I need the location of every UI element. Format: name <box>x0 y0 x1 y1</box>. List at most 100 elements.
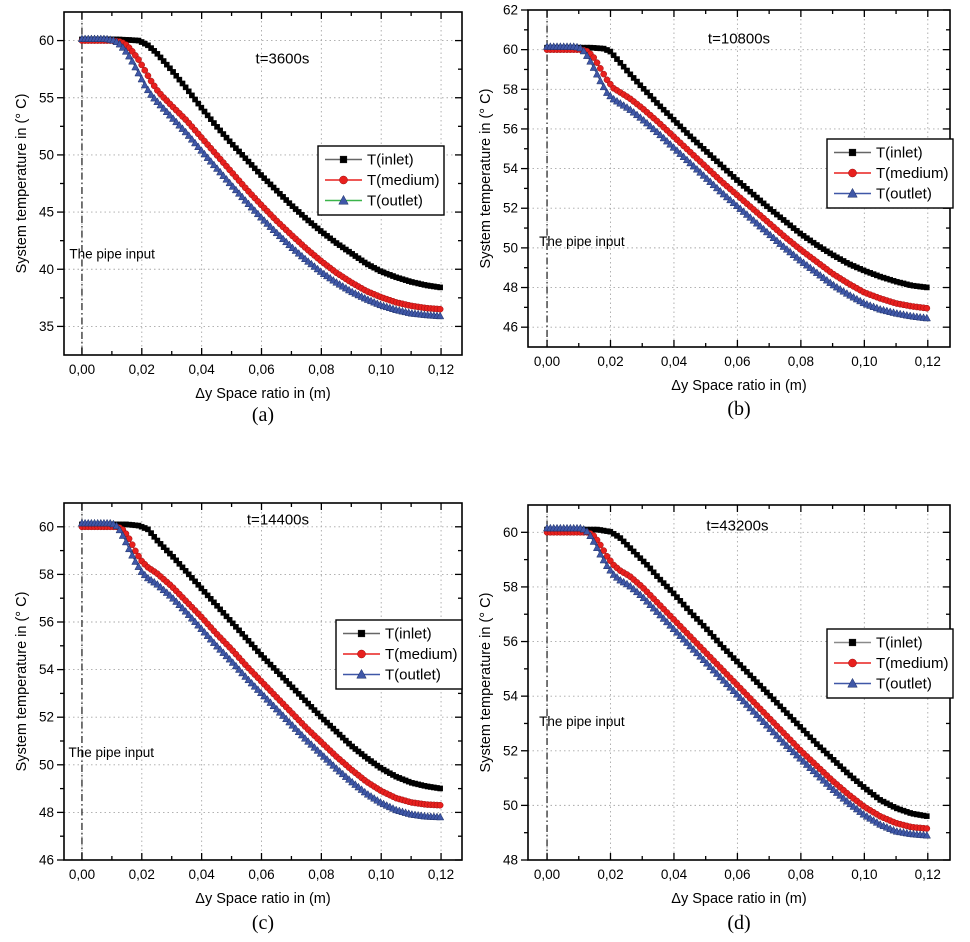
data-point-circle <box>923 304 931 312</box>
data-point-square <box>647 93 654 99</box>
legend: T(inlet) T(medium) T(outlet) <box>335 619 463 690</box>
data-point-square <box>667 113 674 120</box>
data-point-square <box>704 149 710 155</box>
data-point-square <box>248 641 255 648</box>
data-point-triangle <box>175 600 184 609</box>
data-point-triangle <box>338 194 349 205</box>
data-point-square <box>804 730 810 737</box>
data-point-square <box>258 172 264 178</box>
data-point-square <box>697 142 704 149</box>
data-point-square <box>277 190 283 197</box>
data-point-triangle <box>125 51 134 60</box>
y-tick-label: 50 <box>39 757 54 772</box>
data-point-triangle <box>732 201 741 209</box>
data-point-triangle <box>191 617 200 625</box>
data-point-triangle <box>436 812 445 821</box>
data-point-square <box>145 526 151 533</box>
data-point-triangle <box>294 727 303 736</box>
data-point-square <box>283 678 289 684</box>
data-point-triangle <box>247 202 256 211</box>
data-point-square <box>148 530 154 536</box>
data-point-square <box>295 691 302 697</box>
data-point-triangle <box>632 587 642 596</box>
data-point-square <box>289 203 296 209</box>
data-point-square <box>179 80 186 87</box>
data-point-square <box>827 753 834 760</box>
data-point-square <box>700 622 707 629</box>
data-point-triangle <box>666 139 675 148</box>
data-point-square <box>617 535 624 541</box>
data-point-triangle <box>839 793 848 802</box>
data-point-square <box>185 571 192 578</box>
data-point-triangle <box>729 686 738 694</box>
data-point-triangle <box>241 672 250 680</box>
data-point-triangle <box>739 696 748 705</box>
data-point-square <box>807 734 814 741</box>
data-point-triangle <box>672 146 682 154</box>
data-point-triangle <box>706 662 715 670</box>
data-point-triangle <box>200 149 209 158</box>
data-point-triangle <box>169 114 178 122</box>
data-point-triangle <box>742 700 751 708</box>
data-point-square <box>233 624 239 630</box>
data-point-square <box>657 576 664 583</box>
data-point-triangle <box>649 124 658 133</box>
data-point-square <box>750 191 757 198</box>
data-point-triangle <box>134 68 143 77</box>
data-point-square <box>700 146 707 152</box>
data-point-square <box>233 145 239 151</box>
data-point-square <box>697 619 704 626</box>
data-point-square <box>834 760 840 766</box>
data-point-square <box>317 713 324 720</box>
data-point-triangle <box>582 527 592 535</box>
data-point-triangle <box>599 555 608 564</box>
x-tick-label: 0,00 <box>69 362 95 377</box>
data-point-triangle <box>118 43 127 51</box>
data-point-square <box>750 675 757 682</box>
y-tick-label: 50 <box>503 798 518 813</box>
data-point-square <box>157 54 164 61</box>
legend-entry-medium: T(medium) <box>834 655 949 672</box>
data-point-triangle <box>115 39 124 48</box>
panel-a: 0,00 0,02 0,04 0,06 0,08 0,10 0,12 35 40 45 50 55 60… <box>14 11 463 402</box>
y-axis-label: System temperature in (° C) <box>478 89 494 269</box>
data-point-triangle <box>626 581 635 590</box>
legend: T(inlet) T(medium) T(outlet) <box>826 138 954 209</box>
pipe-input-annotation: The pipe input <box>68 745 154 760</box>
x-tick-label: 0,06 <box>248 867 274 882</box>
x-axis-label: Δy Space ratio in (m) <box>671 378 806 394</box>
data-point-square <box>251 165 258 172</box>
data-point-triangle <box>260 691 269 700</box>
data-point-triangle <box>789 747 798 756</box>
data-point-square <box>339 155 348 164</box>
data-point-square <box>654 100 660 106</box>
data-point-triangle <box>729 198 738 207</box>
data-point-triangle <box>679 634 688 643</box>
data-point-triangle <box>779 242 788 250</box>
legend-entry-inlet: T(inlet) <box>325 152 414 169</box>
data-point-triangle <box>682 155 692 164</box>
data-point-triangle <box>178 124 187 132</box>
y-tick-label: 45 <box>39 205 54 220</box>
legend-entry-medium: T(medium) <box>325 172 440 189</box>
data-point-square <box>173 72 180 79</box>
tick-labels: 0,00 0,02 0,04 0,06 0,08 0,10 0,12 46 48 50 52 54 56… <box>503 3 941 370</box>
data-point-square <box>694 139 700 146</box>
data-point-triangle <box>769 233 778 242</box>
data-point-square <box>817 744 824 751</box>
data-point-triangle <box>134 562 143 570</box>
data-point-triangle <box>639 115 648 124</box>
panel-c: 0,00 0,02 0,04 0,06 0,08 0,10 0,12 46 48 50 52 54 56… <box>14 502 463 907</box>
data-point-square <box>714 158 720 165</box>
data-point-square <box>630 548 637 555</box>
data-point-square <box>924 284 930 291</box>
data-point-square <box>660 580 667 586</box>
data-point-square <box>192 96 198 103</box>
data-point-triangle <box>766 230 775 239</box>
data-point-triangle <box>692 164 702 173</box>
panel-caption-b: (b) <box>727 398 751 420</box>
data-point-square <box>614 56 620 62</box>
data-point-triangle <box>241 196 250 204</box>
data-point-square <box>640 86 647 92</box>
data-point-triangle <box>266 698 275 706</box>
